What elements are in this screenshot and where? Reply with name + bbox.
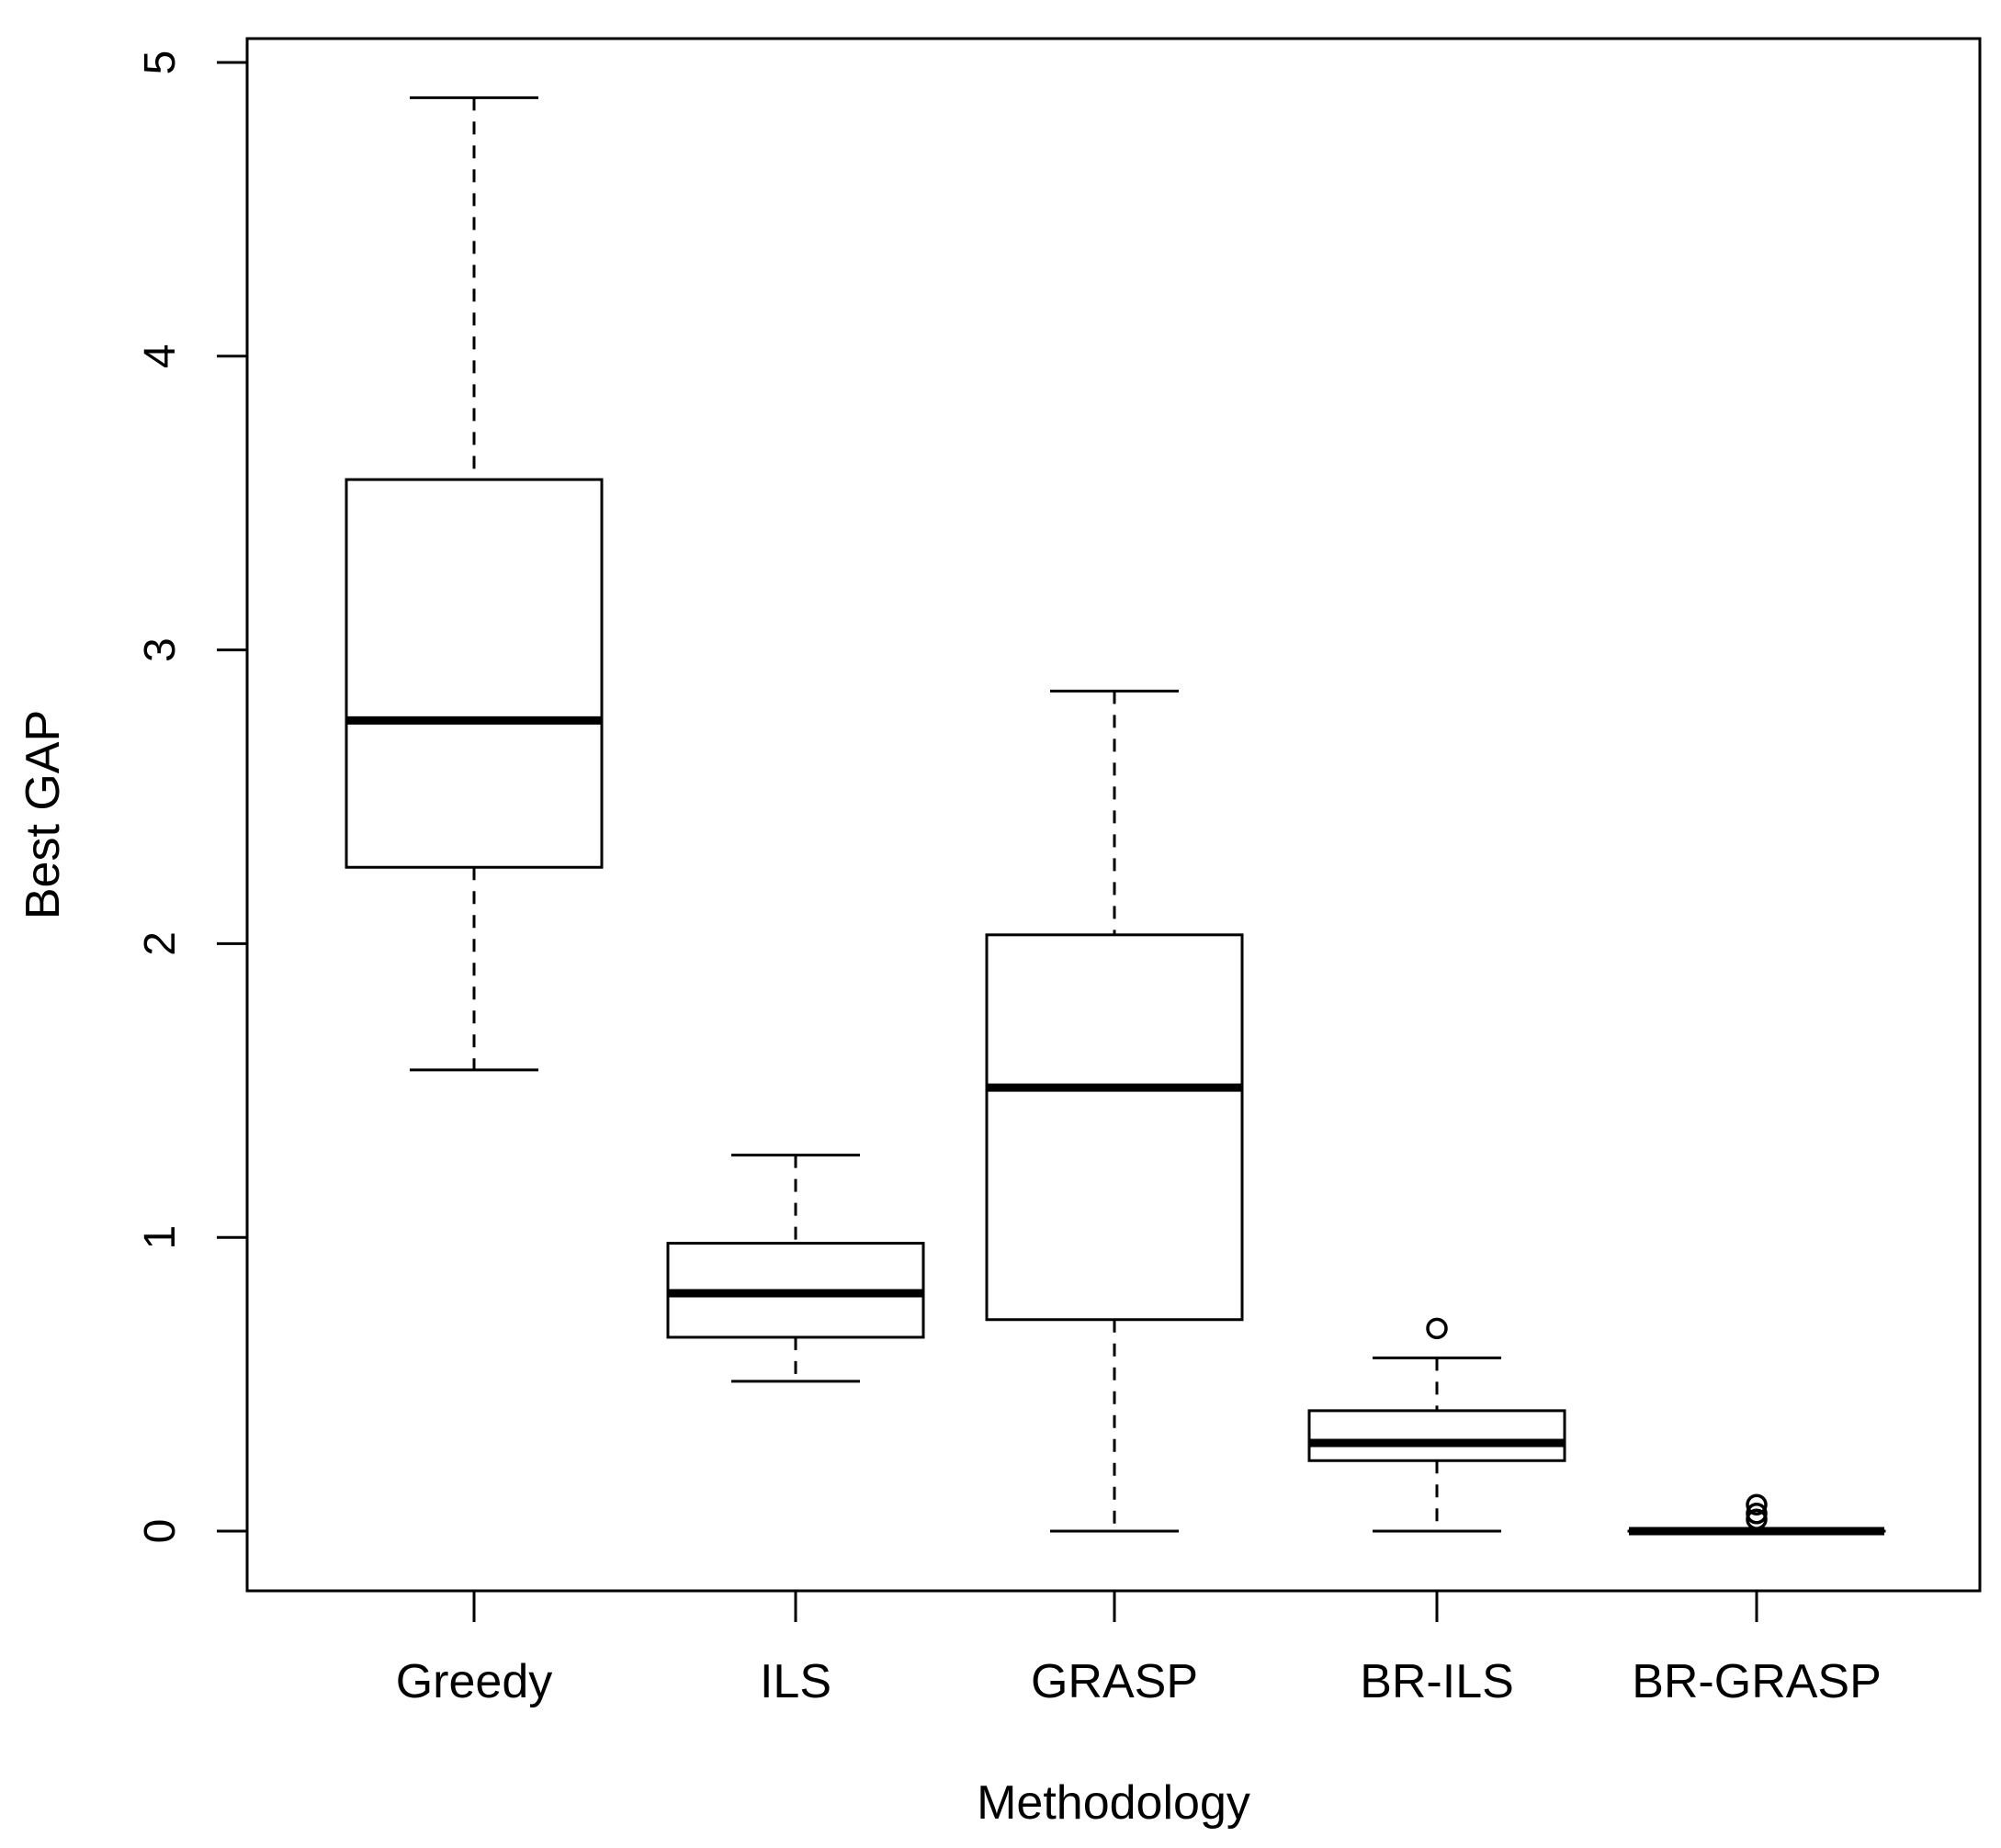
x-tick-label-ils: ILS (760, 1655, 831, 1708)
x-tick-label-br-ils: BR-ILS (1360, 1655, 1514, 1708)
plot-area (345, 96, 1886, 1536)
box-group-grasp (985, 689, 1244, 1533)
outlier-br-ils-0 (1426, 1317, 1448, 1340)
x-tick-label-greedy: Greedy (396, 1655, 553, 1708)
box-group-ils (666, 1154, 925, 1383)
y-tick-label-1: 1 (136, 1225, 185, 1250)
y-tick-label-4: 4 (136, 344, 185, 368)
y-tick-label-0: 0 (136, 1519, 185, 1544)
outlier-br-grasp-1 (1746, 1503, 1768, 1525)
outlier-br-grasp-2 (1746, 1493, 1768, 1516)
box-group-br-grasp (1627, 1493, 1886, 1536)
box-grasp (985, 933, 1244, 1322)
outlier-br-grasp-0 (1746, 1508, 1768, 1530)
box-group-br-ils (1307, 1317, 1566, 1533)
x-tick-label-br-grasp: BR-GRASP (1632, 1655, 1882, 1708)
y-tick-label-3: 3 (136, 637, 185, 662)
box-group-greedy (345, 96, 604, 1072)
y-tick-label-5: 5 (136, 51, 185, 75)
x-tick-label-grasp: GRASP (1031, 1655, 1198, 1708)
x-axis-label: Methodology (977, 1776, 1250, 1830)
axes: 0 1 2 3 4 5 Greedy ILS GRASP BR-ILS BR-GRASP (136, 51, 1882, 1708)
box-br-ils (1307, 1409, 1566, 1462)
y-axis-label: Best GAP (17, 710, 70, 919)
box-greedy (345, 478, 604, 869)
y-tick-label-2: 2 (136, 931, 185, 956)
